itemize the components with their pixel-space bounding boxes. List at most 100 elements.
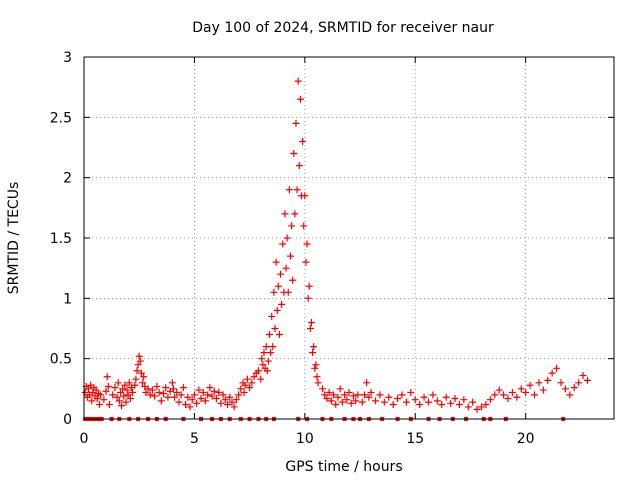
- data-point: [327, 397, 335, 405]
- data-point: [134, 361, 142, 369]
- data-point: [263, 367, 271, 375]
- data-point: [281, 210, 289, 218]
- data-point: [157, 397, 165, 405]
- x-tick-label: 20: [517, 431, 535, 447]
- data-point: [262, 343, 270, 351]
- data-point: [270, 288, 278, 296]
- data-point: [442, 393, 450, 401]
- data-point: [438, 401, 446, 409]
- data-point: [266, 331, 273, 339]
- y-tick-label: 2.5: [50, 110, 72, 126]
- data-point: [343, 396, 351, 404]
- data-point: [199, 388, 207, 396]
- data-point: [307, 318, 315, 326]
- data-point: [217, 399, 225, 407]
- data-point: [310, 343, 318, 351]
- data-point: [303, 240, 311, 248]
- data-point: [531, 391, 538, 399]
- grid-layer: [84, 57, 614, 419]
- data-point: [451, 394, 459, 402]
- data-point: [372, 397, 379, 405]
- data-point: [92, 386, 100, 394]
- data-point: [109, 391, 117, 399]
- data-point: [299, 137, 307, 145]
- data-point: [224, 401, 232, 409]
- data-point: [173, 388, 181, 396]
- data-point: [305, 282, 313, 290]
- data-point: [300, 222, 308, 230]
- data-point: [286, 252, 294, 260]
- data-point: [240, 388, 248, 396]
- data-point: [228, 398, 236, 406]
- data-point: [139, 379, 147, 387]
- data-point: [210, 387, 218, 395]
- data-point: [213, 394, 220, 402]
- y-tick-label: 2: [63, 171, 72, 187]
- data-point: [486, 396, 494, 404]
- data-point: [122, 398, 130, 406]
- data-point: [248, 379, 256, 387]
- data-point: [473, 405, 481, 413]
- data-point: [478, 403, 485, 411]
- data-point: [153, 382, 161, 390]
- data-point: [319, 385, 326, 393]
- data-point: [323, 394, 331, 402]
- data-point: [235, 391, 243, 399]
- data-point: [268, 312, 276, 320]
- data-point: [151, 392, 159, 400]
- data-point: [535, 379, 543, 387]
- data-point: [425, 398, 432, 406]
- data-point: [102, 387, 110, 395]
- data-point: [215, 388, 223, 396]
- plot-frame: [83, 56, 615, 420]
- data-point: [584, 376, 591, 384]
- data-point: [311, 364, 319, 372]
- data-point: [120, 392, 128, 400]
- data-point: [376, 391, 384, 399]
- data-point: [294, 77, 302, 85]
- data-point: [95, 401, 103, 409]
- data-point: [291, 210, 299, 218]
- data-point: [121, 381, 129, 389]
- data-point: [367, 388, 375, 396]
- data-point: [148, 386, 156, 394]
- data-point: [201, 397, 209, 405]
- data-point: [100, 396, 108, 404]
- data-point: [278, 300, 286, 308]
- data-point: [304, 294, 312, 302]
- data-point: [184, 393, 192, 401]
- data-point: [341, 391, 349, 399]
- data-point: [131, 381, 139, 389]
- data-point: [330, 391, 338, 399]
- data-point: [155, 388, 163, 396]
- data-point: [277, 270, 285, 278]
- y-axis-label: SRMTID / TECUs: [6, 182, 22, 295]
- data-point: [115, 397, 123, 405]
- data-point: [186, 403, 194, 411]
- data-point: [313, 373, 321, 381]
- data-point: [164, 393, 172, 401]
- data-point: [81, 388, 89, 396]
- data-point: [125, 379, 133, 387]
- data-point: [504, 394, 512, 402]
- data-point: [380, 398, 388, 406]
- data-point: [394, 394, 402, 402]
- data-point: [407, 388, 415, 396]
- data-point: [105, 401, 113, 409]
- data-point: [302, 258, 310, 266]
- data-point: [416, 401, 424, 409]
- data-point: [204, 391, 212, 399]
- data-point: [292, 119, 300, 127]
- y-tick-label: 3: [63, 50, 72, 66]
- data-point: [482, 401, 490, 409]
- data-point: [114, 379, 122, 387]
- data-point: [495, 386, 503, 394]
- data-point: [195, 386, 203, 394]
- data-point: [142, 388, 150, 396]
- data-point: [133, 367, 141, 375]
- data-point: [557, 379, 565, 387]
- data-point: [469, 398, 477, 406]
- y-tick-label: 0: [63, 412, 72, 428]
- x-tick-label: 15: [406, 431, 424, 447]
- data-point: [93, 394, 101, 402]
